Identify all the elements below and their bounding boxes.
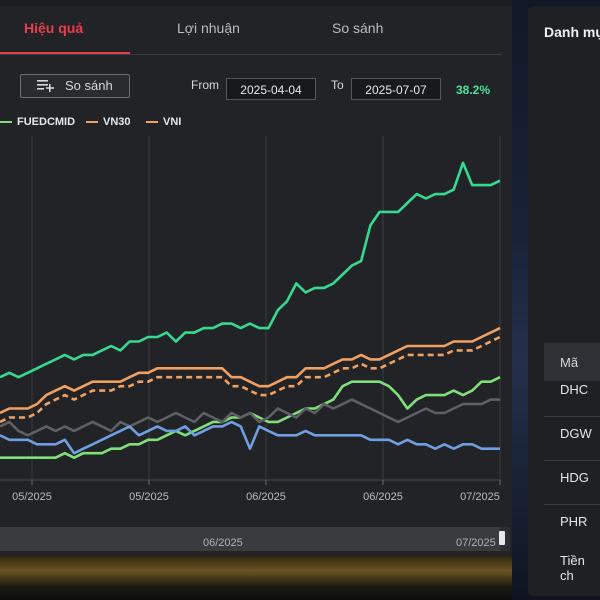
row-divider (544, 416, 600, 417)
row-divider (544, 460, 600, 461)
series-line[interactable] (0, 161, 501, 379)
scrollbar-handle[interactable] (499, 531, 505, 545)
chart-range-scrollbar[interactable]: 06/2025 07/2025 (0, 527, 510, 551)
x-tick-label: 07/2025 (460, 491, 500, 503)
x-tick-label: 05/2025 (12, 491, 52, 503)
scrollbar-label: 07/2025 (456, 537, 496, 549)
compare-button-label: So sánh (65, 78, 113, 93)
series-line[interactable] (0, 398, 500, 437)
stock-code: Tiền ch (560, 553, 585, 583)
from-label: From (191, 78, 219, 92)
legend-swatch (86, 121, 98, 124)
x-tick-label: 06/2025 (363, 491, 403, 503)
return-percent: 38.2% (456, 83, 491, 97)
legend-label: FUEDCMID (17, 116, 76, 128)
to-date-input[interactable]: 2025-07-07 (351, 78, 441, 100)
legend-item[interactable]: FUEDCMID (0, 116, 75, 128)
column-header-code: Mã (560, 355, 579, 370)
stock-code: DHC (560, 382, 589, 397)
legend-item[interactable]: VNI (146, 116, 181, 128)
tab-hieu-qua[interactable]: Hiệu quả (24, 20, 84, 36)
portfolio-panel: Danh mục Mã DHC DGW HDG PHR Tiền ch (528, 6, 600, 596)
stock-code: HDG (560, 470, 589, 485)
legend-swatch (146, 121, 158, 124)
table-header: Mã (544, 343, 600, 381)
scrollbar-thumb[interactable] (0, 527, 500, 551)
series-line[interactable] (0, 326, 501, 415)
legend-label: VNI (163, 116, 182, 128)
from-date-input[interactable]: 2025-04-04 (226, 78, 316, 100)
stock-code: DGW (560, 426, 592, 441)
background-banner (0, 555, 600, 600)
portfolio-title: Danh mục (544, 24, 600, 40)
active-tab-indicator (0, 52, 130, 54)
legend-swatch (0, 121, 12, 124)
x-tick-label: 05/2025 (129, 491, 169, 503)
tab-bar: Hiệu quả Lợi nhuận So sánh (0, 6, 502, 55)
row-divider (544, 504, 600, 505)
stock-code: PHR (560, 514, 588, 529)
legend-label: VN30 (103, 116, 131, 128)
tab-loi-nhuan[interactable]: Lợi nhuận (177, 20, 240, 36)
legend-item[interactable]: VN30 (86, 116, 131, 128)
x-tick-label: 06/2025 (246, 491, 286, 503)
performance-chart[interactable]: 05/2025 05/2025 06/2025 06/2025 07/2025 (0, 6, 512, 526)
to-label: To (331, 78, 344, 92)
series-line[interactable] (0, 335, 501, 424)
series-line[interactable] (0, 420, 500, 455)
performance-panel: Hiệu quả Lợi nhuận So sánh So sánh From … (0, 6, 512, 556)
scrollbar-label: 06/2025 (203, 537, 243, 549)
tab-so-sanh[interactable]: So sánh (332, 20, 384, 36)
compare-button[interactable]: So sánh (20, 74, 130, 98)
add-list-icon (37, 80, 54, 92)
